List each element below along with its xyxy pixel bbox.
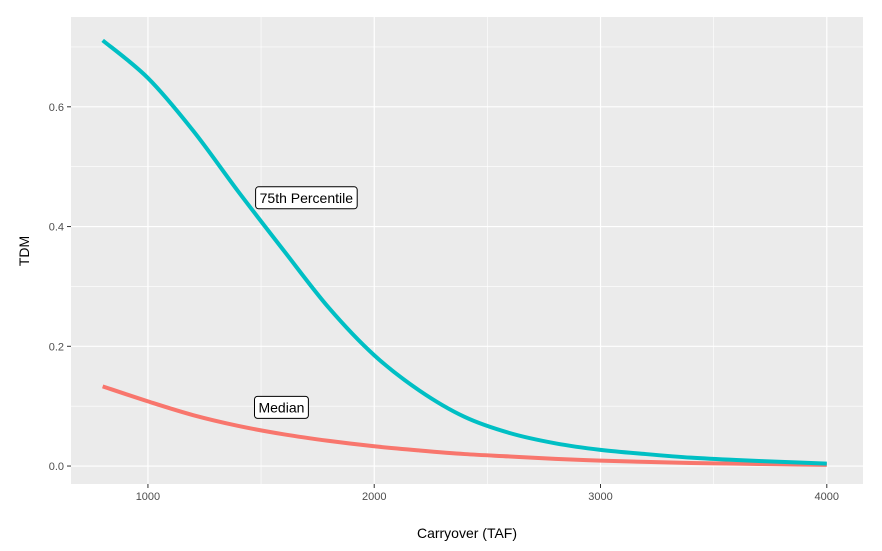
y-axis-title: TDM (16, 236, 32, 266)
y-tick-label: 0.0 (49, 461, 64, 473)
series-line-median (102, 384, 827, 467)
y-tick-label: 0.6 (49, 102, 64, 114)
annotation-box (255, 186, 358, 210)
y-axis: 0.0 0.2 0.4 0.6 (49, 102, 71, 473)
major-gridlines (71, 17, 863, 484)
series-layer (101, 38, 827, 467)
annotation-75th-percentile: 75th Percentile (255, 186, 358, 210)
annotation-label: Median (258, 399, 304, 415)
x-tick-label: 2000 (362, 491, 386, 503)
x-tick-label: 4000 (815, 491, 839, 503)
annotation-layer: 75th Percentile Median (254, 186, 358, 419)
x-tick-label: 3000 (588, 491, 612, 503)
minor-gridlines (71, 17, 863, 484)
annotation-median: Median (254, 395, 309, 419)
x-tick-label: 1000 (136, 491, 160, 503)
annotation-box (254, 395, 309, 419)
y-tick-label: 0.2 (49, 341, 64, 353)
series-line-75th-percentile (101, 38, 827, 466)
y-tick-label: 0.4 (49, 222, 64, 234)
annotation-label: 75th Percentile (260, 190, 354, 206)
x-axis: 1000 2000 3000 4000 (136, 484, 839, 503)
x-axis-title: Carryover (TAF) (417, 525, 517, 541)
